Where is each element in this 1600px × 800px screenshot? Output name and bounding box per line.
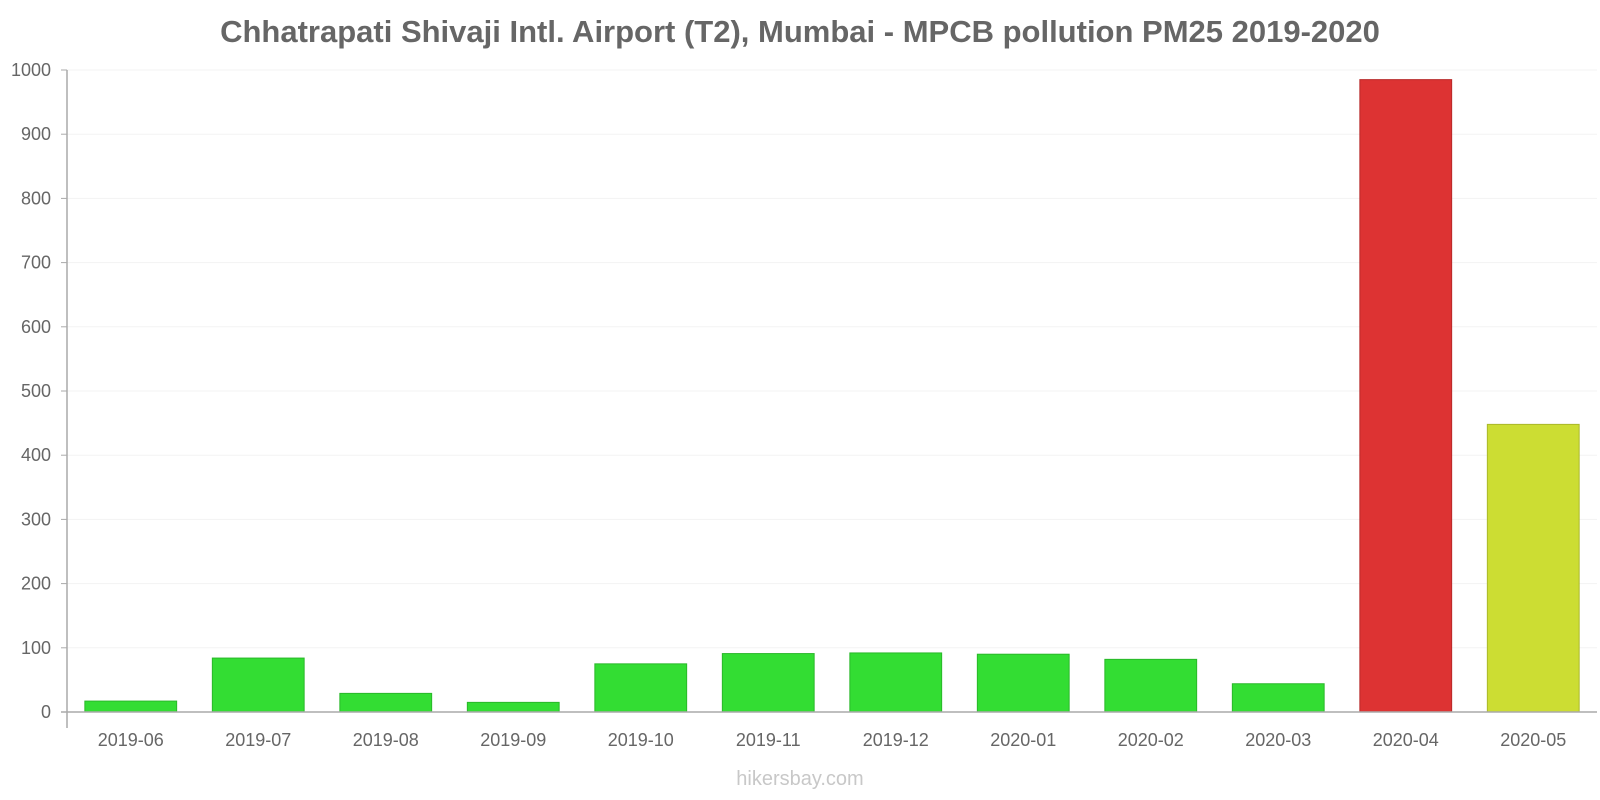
x-tick-label: 2019-12 (863, 730, 929, 750)
watermark: hikersbay.com (736, 768, 864, 790)
bar-2020-04 (1359, 79, 1453, 713)
x-tick-label: 2019-09 (480, 730, 546, 750)
y-tick-label: 1000 (11, 60, 51, 80)
bars (84, 79, 1580, 713)
x-tick-label: 2020-02 (1118, 730, 1184, 750)
x-tick-label: 2020-05 (1500, 730, 1566, 750)
chart-title: Chhatrapati Shivaji Intl. Airport (T2), … (220, 14, 1380, 49)
bar-2019-06 (84, 700, 178, 713)
y-tick-label: 300 (21, 509, 51, 529)
y-tick-label: 800 (21, 188, 51, 208)
y-tick-label: 0 (41, 702, 51, 722)
x-tick-label: 2019-08 (353, 730, 419, 750)
y-tick-label: 200 (21, 574, 51, 594)
x-tick-label: 2019-06 (98, 730, 164, 750)
x-tick-labels: 2019-06 2019-07 2019-08 2019-09 2019-10 2019-… (98, 730, 1567, 750)
bar-2019-12 (849, 652, 943, 713)
bar-2019-08 (339, 692, 433, 713)
y-tick-label: 500 (21, 381, 51, 401)
y-tick-label: 900 (21, 124, 51, 144)
bar-2019-10 (594, 663, 688, 713)
x-tick-label: 2020-04 (1373, 730, 1439, 750)
axes (61, 69, 1597, 728)
y-tick-label: 600 (21, 317, 51, 337)
bar-2020-03 (1231, 683, 1325, 713)
bar-2020-02 (1104, 658, 1198, 713)
x-tick-label: 2019-07 (225, 730, 291, 750)
y-tick-label: 700 (21, 253, 51, 273)
x-tick-label: 2019-11 (736, 730, 801, 750)
x-tick-label: 2019-10 (608, 730, 674, 750)
x-tick-label: 2020-03 (1245, 730, 1311, 750)
y-tick-label: 100 (21, 638, 51, 658)
bar-2020-01 (976, 653, 1070, 713)
bar-2019-09 (466, 701, 560, 713)
bar-2019-11 (721, 653, 815, 713)
bar-2019-07 (211, 657, 305, 713)
y-tick-label: 400 (21, 445, 51, 465)
x-tick-label: 2020-01 (990, 730, 1056, 750)
grid-lines (67, 69, 1597, 649)
bar-2020-05 (1486, 423, 1580, 713)
y-tick-labels: 0 100 200 300 400 500 600 700 800 900 1000 (11, 60, 51, 722)
